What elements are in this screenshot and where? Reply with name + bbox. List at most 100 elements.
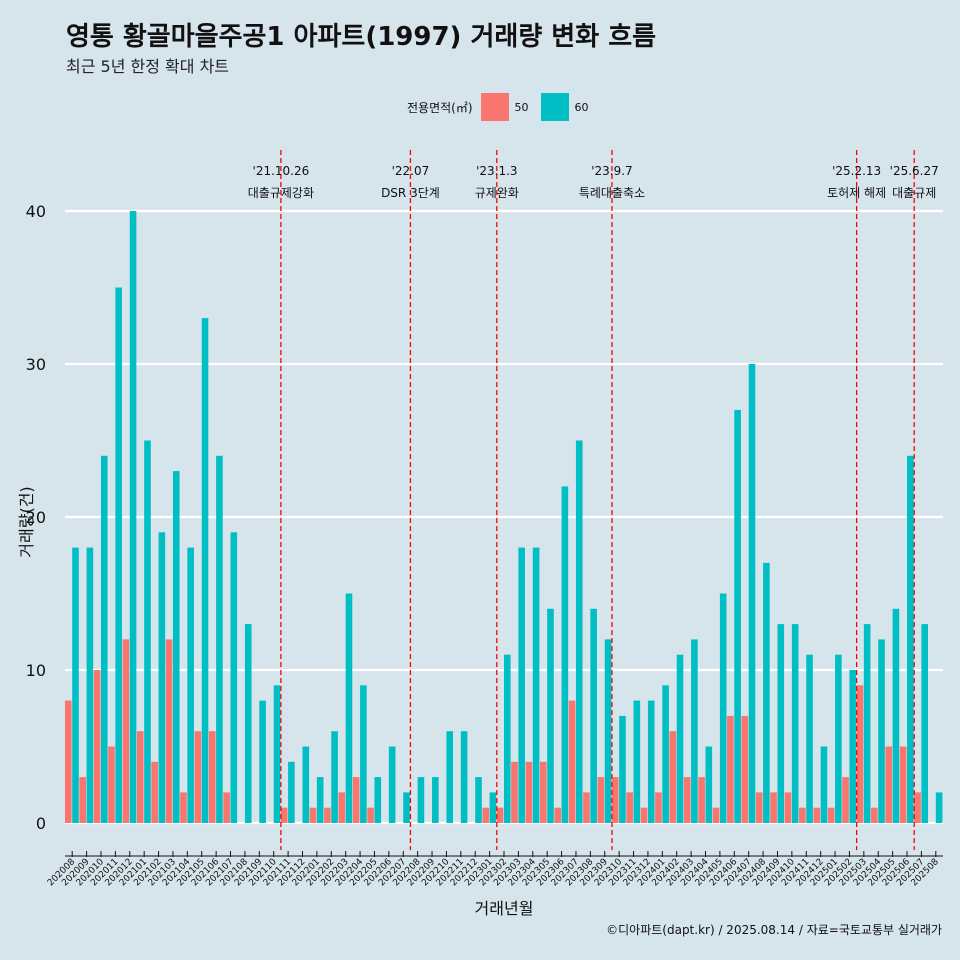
bar-50-202409 <box>770 792 777 823</box>
bar-50-202301 <box>482 807 490 823</box>
bar-60-202304 <box>532 547 540 823</box>
bar-60-202410 <box>791 624 799 823</box>
bar-60-202302 <box>504 654 511 823</box>
annotation-text: 토허제 해제 <box>827 186 886 200</box>
bar-50-202205 <box>367 807 374 823</box>
bar-60-202508 <box>935 792 943 823</box>
bar-50-202406 <box>727 715 734 823</box>
bar-50-202306 <box>554 807 561 823</box>
chart-subtitle: 최근 5년 한정 확대 차트 <box>66 57 230 76</box>
bar-60-202201 <box>316 777 324 823</box>
caption: ©디아파트(dapt.kr) / 2025.08.14 / 자료=국토교통부 실… <box>606 923 942 937</box>
bar-60-202106 <box>216 455 223 823</box>
chart-title: 영통 황골마을주공1 아파트(1997) 거래량 변화 흐름 <box>66 22 657 52</box>
bar-60-202408 <box>763 562 770 823</box>
bar-60-202305 <box>547 608 554 823</box>
bar-50-202308 <box>583 792 590 823</box>
bar-50-202312 <box>640 807 648 823</box>
bar-60-202407 <box>748 364 756 823</box>
y-tick-label: 0 <box>36 814 46 833</box>
bar-60-202507 <box>921 624 929 823</box>
bar-50-202203 <box>338 792 346 823</box>
bar-60-202401 <box>662 685 669 823</box>
bar-50-202405 <box>712 807 720 823</box>
bar-60-202301 <box>489 792 497 823</box>
annotation-text: 대출규제 <box>892 186 936 200</box>
bar-50-202009 <box>79 777 86 823</box>
bar-50-202201 <box>309 807 317 823</box>
bar-60-202411 <box>806 654 813 823</box>
bar-60-202204 <box>360 685 367 823</box>
bar-60-202404 <box>705 746 713 823</box>
bar-50-202305 <box>539 761 547 823</box>
bar-50-202304 <box>525 761 533 823</box>
bar-60-202101 <box>144 440 151 823</box>
legend-swatch-60 <box>540 93 569 121</box>
annotation-text: 특례대출축소 <box>579 186 645 200</box>
bar-60-202112 <box>302 746 310 823</box>
bar-60-202207 <box>403 792 410 823</box>
bar-50-202311 <box>626 792 633 823</box>
bar-50-202101 <box>136 731 144 823</box>
bar-50-202503 <box>856 685 864 823</box>
bar-60-202306 <box>561 486 569 823</box>
bar-60-202203 <box>345 593 353 823</box>
bar-60-202505 <box>892 608 900 823</box>
bar-60-202206 <box>388 746 396 823</box>
bar-50-202105 <box>194 731 202 823</box>
bar-60-202208 <box>417 777 425 823</box>
bar-50-202111 <box>280 807 288 823</box>
bar-50-202408 <box>755 792 763 823</box>
y-tick-label: 40 <box>26 202 46 221</box>
bar-50-202505 <box>885 746 893 823</box>
annotation-date: '25.6.27 <box>890 164 939 178</box>
bar-50-202102 <box>151 761 158 823</box>
annotation-date: '21.10.26 <box>253 164 310 178</box>
bar-60-202412 <box>820 746 828 823</box>
legend-swatch-50 <box>480 93 509 121</box>
annotation-date: '23.1.3 <box>476 164 517 178</box>
bar-50-202302 <box>496 807 504 823</box>
bar-60-202312 <box>647 700 655 823</box>
bar-60-202307 <box>575 440 583 823</box>
bar-50-202303 <box>511 761 518 823</box>
bar-50-202202 <box>324 807 331 823</box>
bar-50-202404 <box>698 777 705 823</box>
x-axis-title: 거래년월 <box>475 899 534 918</box>
bar-50-202502 <box>842 777 849 823</box>
annotation-text: 대출규제강화 <box>248 186 314 200</box>
bar-50-202204 <box>352 777 360 823</box>
bar-60-202103 <box>172 471 180 823</box>
bar-50-202410 <box>784 792 792 823</box>
bar-50-202307 <box>568 700 576 823</box>
bar-60-202502 <box>849 670 857 823</box>
bar-50-202401 <box>655 792 662 823</box>
bar-60-202501 <box>835 654 842 823</box>
bar-50-202104 <box>180 792 187 823</box>
bar-50-202008 <box>65 700 72 823</box>
bar-50-202402 <box>669 731 677 823</box>
bar-50-202504 <box>871 807 878 823</box>
bar-60-202010 <box>100 455 108 823</box>
bar-60-202008 <box>72 547 79 823</box>
bar-60-202506 <box>907 455 914 823</box>
bar-60-202011 <box>115 287 122 823</box>
legend: 전용면적(㎡) 50 60 <box>407 93 601 121</box>
bar-50-202310 <box>611 777 619 823</box>
bar-50-202412 <box>813 807 821 823</box>
y-axis-title: 거래량(건) <box>17 486 36 557</box>
bar-50-202011 <box>108 746 115 823</box>
bar-60-202212 <box>475 777 482 823</box>
bar-60-202402 <box>676 654 684 823</box>
bar-60-202110 <box>273 685 281 823</box>
annotation-text: DSR 3단계 <box>381 186 440 200</box>
bar-60-202504 <box>878 639 885 823</box>
bar-50-202501 <box>827 807 835 823</box>
y-tick-label: 30 <box>26 355 46 374</box>
bar-60-202210 <box>446 731 454 823</box>
bar-60-202109 <box>259 700 266 823</box>
annotation-date: '22.07 <box>392 164 430 178</box>
bar-60-202111 <box>288 761 295 823</box>
